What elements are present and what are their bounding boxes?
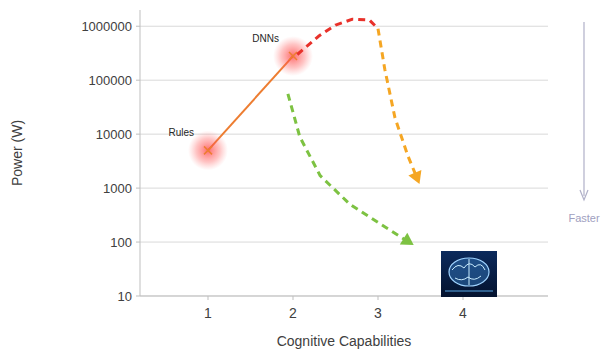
y-tick-label: 10 (118, 289, 132, 304)
labels: Rules DNNs (168, 33, 279, 138)
y-tick (136, 188, 140, 189)
x-tick (378, 296, 379, 300)
y-tick-label: 100000 (89, 73, 132, 88)
chart-container: 10 100 1000 10000 100000 1000000 1 2 3 4 Cognitive… (0, 0, 610, 354)
marker-glow (273, 36, 313, 76)
annotation-arrowhead (580, 190, 588, 200)
x-tick-label: 1 (204, 305, 212, 321)
grid-line (140, 80, 548, 81)
x-tick-label: 2 (289, 305, 297, 321)
grid-line (140, 26, 548, 27)
brain-floor (445, 291, 493, 292)
y-tick-label: 10000 (96, 127, 132, 142)
point-marker (188, 130, 228, 170)
marker-glow (188, 130, 228, 170)
x-tick-label: 4 (459, 305, 467, 321)
grid-line (140, 242, 548, 243)
series-line (288, 94, 410, 243)
marker-cross (289, 52, 297, 60)
y-tick (136, 242, 140, 243)
point-marker (273, 36, 313, 76)
series-line (378, 29, 418, 181)
chart-svg: 10 100 1000 10000 100000 1000000 1 2 3 4 Cognitive… (0, 0, 610, 354)
y-tick-label: 1000000 (81, 19, 132, 34)
annotation-arrow (583, 22, 584, 196)
brain-folds (452, 259, 485, 285)
y-axis-line (140, 10, 141, 296)
brain-icon (441, 251, 497, 297)
y-tick-label: 1000 (103, 181, 132, 196)
grid-line (140, 188, 548, 189)
x-tick (293, 296, 294, 300)
plot-area (188, 19, 421, 245)
brain-bg (441, 251, 497, 297)
point-label: Rules (168, 127, 194, 138)
arrowhead (400, 233, 414, 245)
y-tick (136, 134, 140, 135)
y-tick-label: 100 (110, 235, 132, 250)
y-axis-title: Power (W) (9, 120, 25, 186)
x-axis-title: Cognitive Capabilities (277, 333, 412, 349)
marker-cross (204, 146, 212, 154)
x-tick-label: 3 (374, 305, 382, 321)
arrowhead (408, 170, 421, 184)
y-tick (136, 26, 140, 27)
point-label: DNNs (252, 33, 279, 44)
x-tick (208, 296, 209, 300)
brain-shape (449, 258, 489, 286)
y-tick (136, 296, 140, 297)
y-tick (136, 80, 140, 81)
series-line (297, 19, 378, 54)
annotation: Faster (568, 22, 600, 224)
annotation-text: Faster (568, 212, 600, 224)
